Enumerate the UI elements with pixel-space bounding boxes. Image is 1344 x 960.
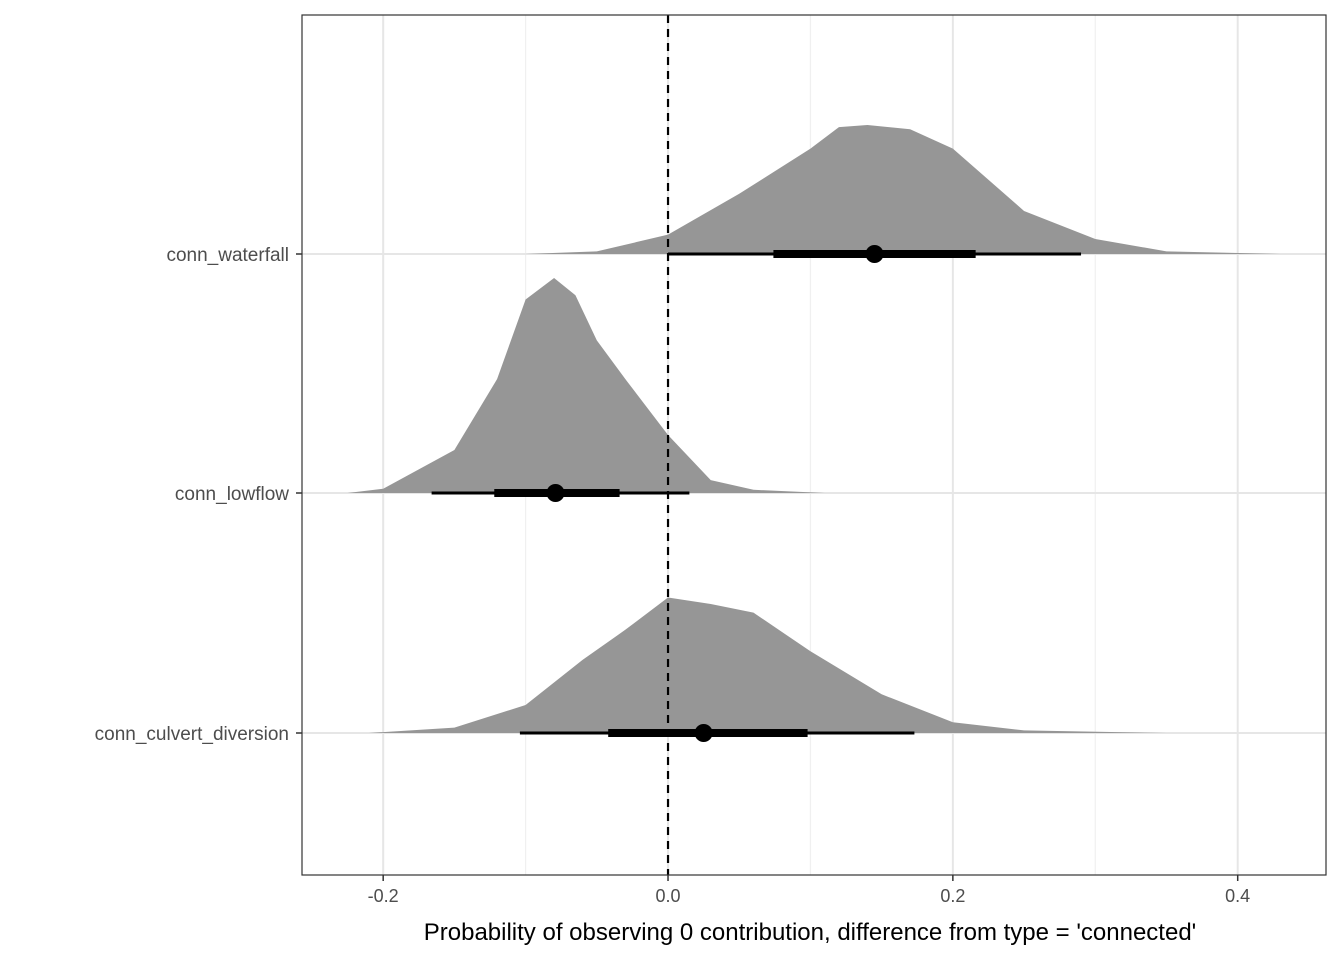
- density-conn_waterfall: [525, 125, 1281, 254]
- panel-border: [301, 14, 1327, 876]
- y-tick-label: conn_waterfall: [166, 245, 289, 266]
- point-estimate-conn_lowflow: [546, 484, 565, 502]
- y-tick-label: conn_lowflow: [175, 484, 289, 505]
- point-estimate-conn_culvert_diversion: [694, 724, 713, 742]
- point-estimate-conn_waterfall: [865, 245, 884, 263]
- density-conn_lowflow: [347, 278, 825, 493]
- axes: conn_waterfall conn_lowflow conn_culvert_d…: [95, 245, 1251, 906]
- x-tick-label: 0.0: [656, 886, 681, 906]
- x-tick-label: 0.4: [1225, 886, 1250, 906]
- x-axis-title: Probability of observing 0 contribution,…: [424, 919, 1197, 946]
- densities: [347, 125, 1281, 733]
- intervals: [431, 245, 1082, 742]
- grid: [302, 15, 1326, 875]
- x-tick-label: -0.2: [368, 886, 399, 906]
- density-conn_culvert_diversion: [368, 597, 1167, 733]
- y-tick-label: conn_culvert_diversion: [95, 724, 289, 745]
- x-tick-label: 0.2: [940, 886, 965, 906]
